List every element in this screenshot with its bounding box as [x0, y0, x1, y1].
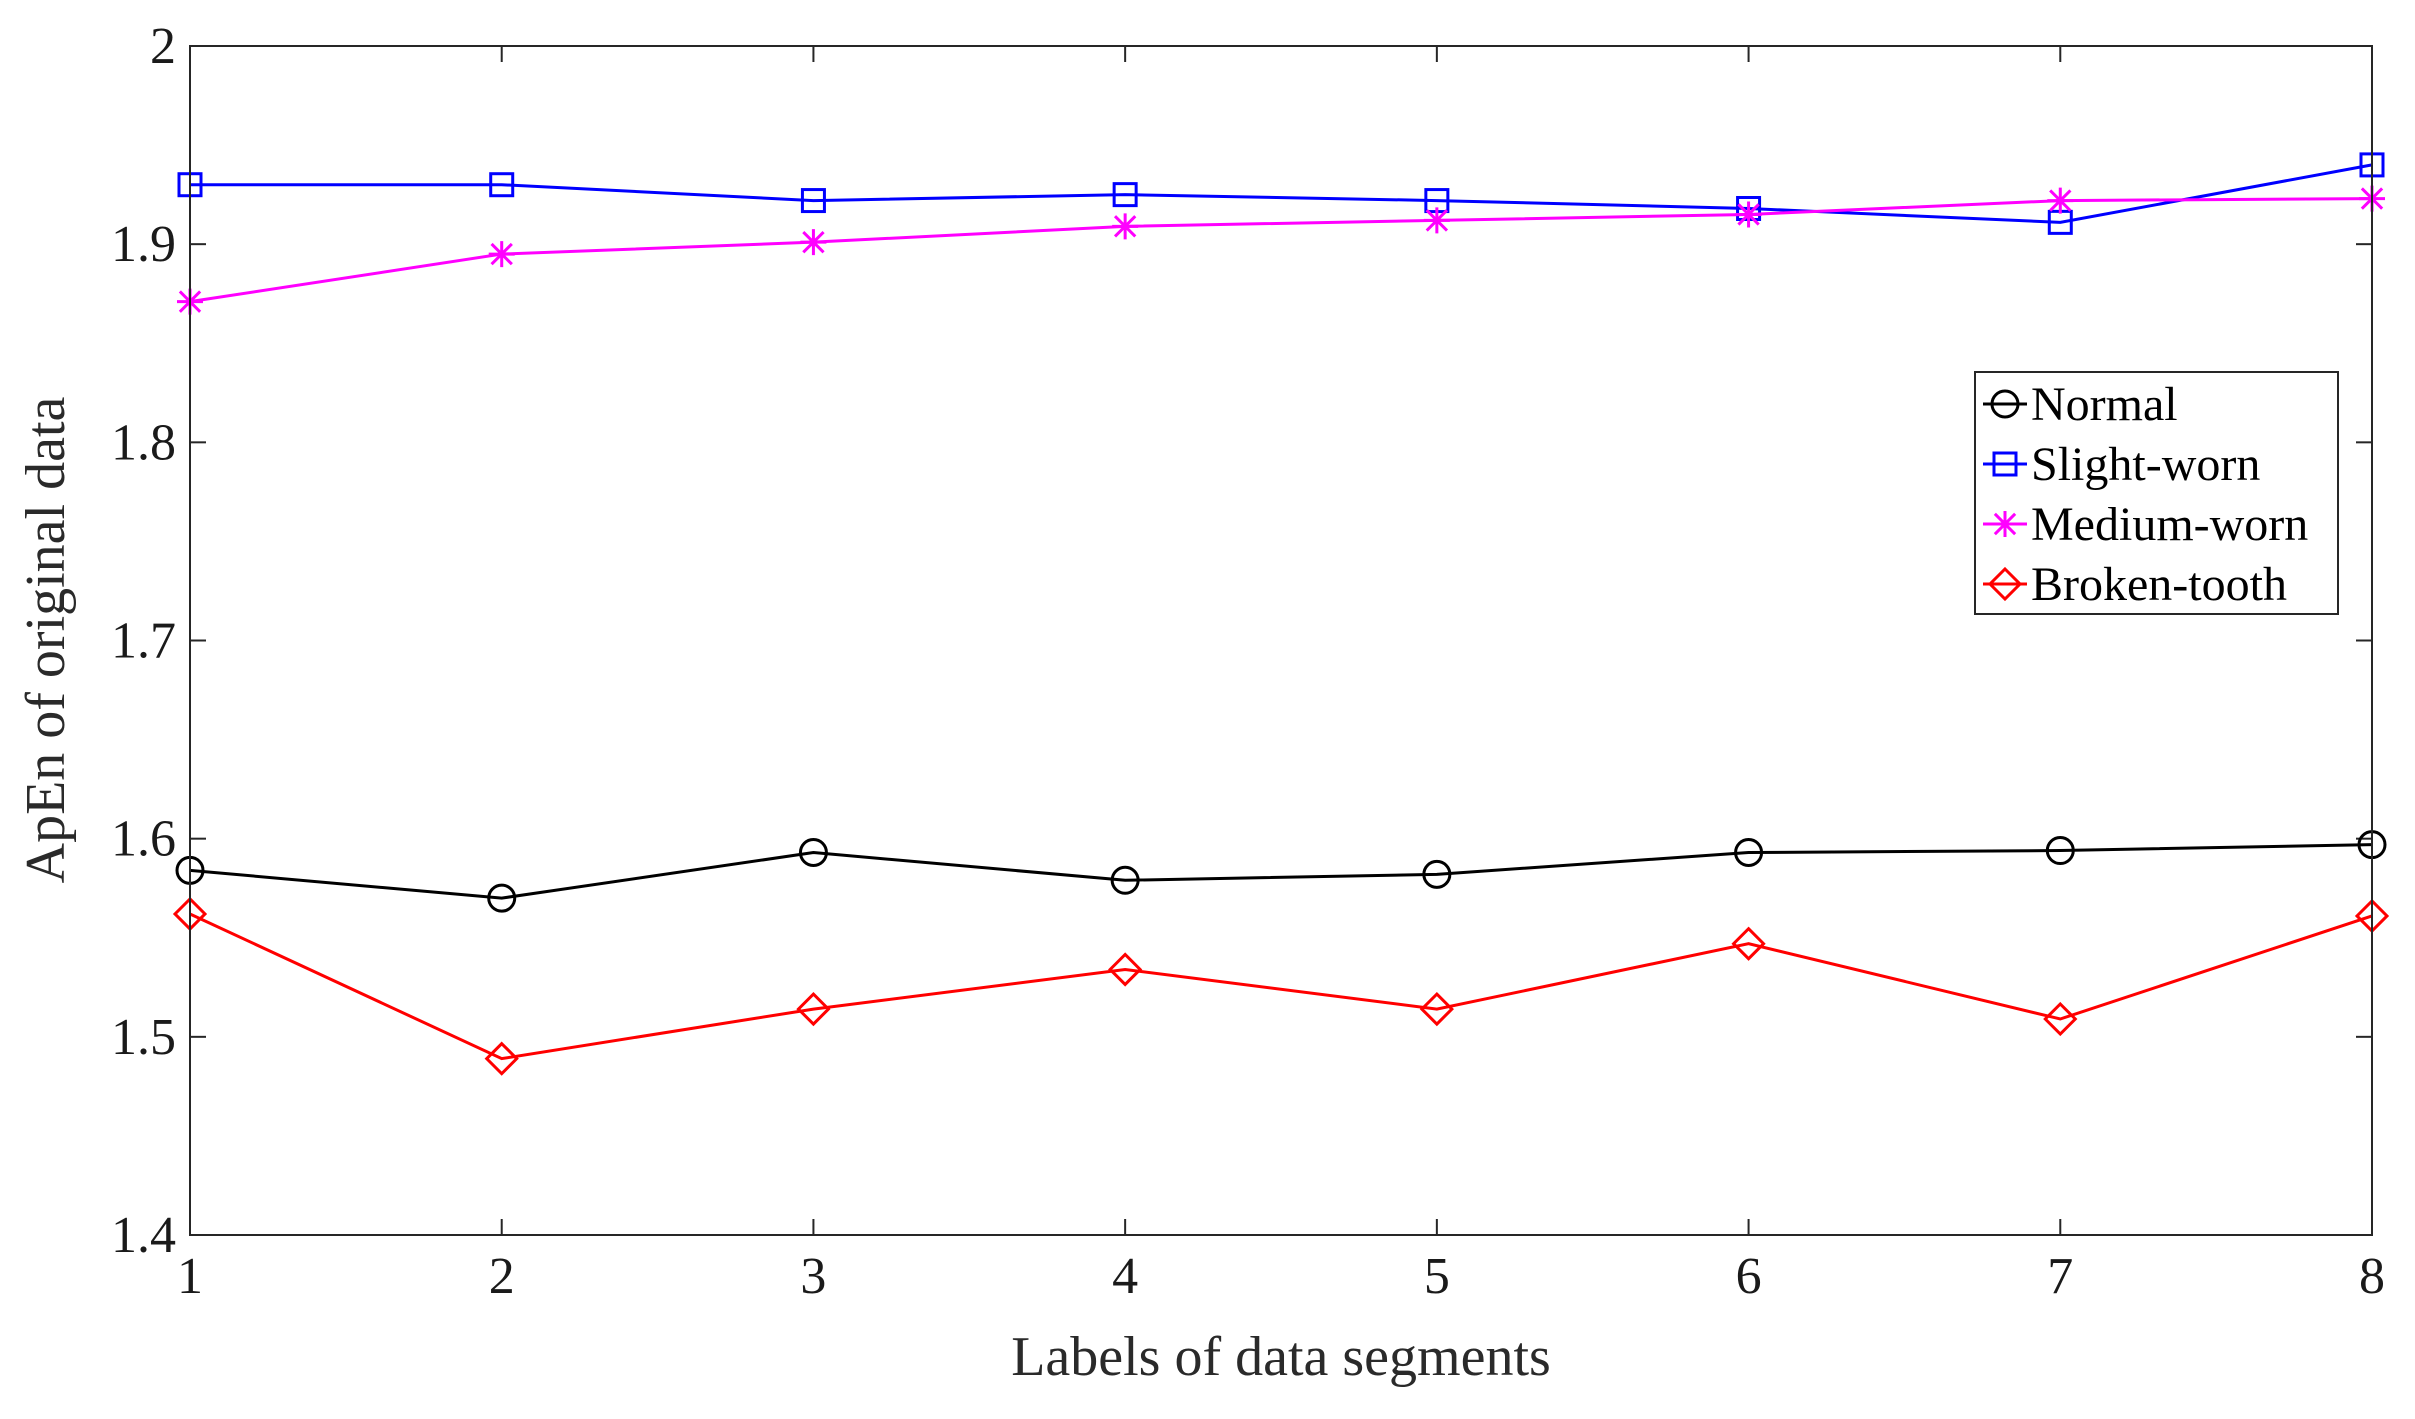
- data-point-broken-tooth: [1731, 926, 1766, 961]
- x-axis-title: Labels of data segments: [1011, 1326, 1551, 1388]
- legend-marker-medium-worn: [1992, 511, 2018, 537]
- series-line-broken-tooth: [189, 912, 2373, 1061]
- data-point-slight-worn: [1112, 182, 1138, 208]
- legend-box: [1974, 371, 2339, 615]
- legend-marker-slight-worn: [1992, 451, 2018, 477]
- data-point-normal: [798, 838, 828, 868]
- data-point-medium-worn: [800, 229, 827, 256]
- x-tick-label: 2: [489, 1248, 515, 1305]
- x-tick-label: 4: [1112, 1248, 1138, 1305]
- legend-marker-broken-tooth: [1987, 566, 2023, 602]
- data-point-medium-worn: [1112, 213, 1139, 240]
- legend-label-medium-worn: Medium-worn: [2031, 498, 2308, 551]
- x-tick-label: 5: [1424, 1248, 1450, 1305]
- data-point-medium-worn: [2047, 187, 2074, 214]
- y-tick-label: 1.9: [111, 216, 176, 273]
- data-point-normal: [487, 883, 517, 913]
- series-line-medium-worn: [189, 197, 2373, 304]
- data-point-broken-tooth: [484, 1041, 519, 1076]
- y-tick-label: 1.8: [111, 414, 176, 471]
- data-point-normal: [1734, 838, 1764, 868]
- series-layer: [172, 152, 2390, 1076]
- y-tick-label: 1.7: [111, 613, 176, 670]
- ticks-layer: 1 2 3 4 5 6 7 8 1.4 1.5 1.6 1.7 1.8 1.9 2: [111, 18, 2385, 1305]
- y-axis-title: ApEn of original data: [15, 396, 77, 883]
- y-tick-label: 2: [150, 18, 176, 75]
- y-tick-label: 1.5: [111, 1009, 176, 1066]
- series-line-slight-worn: [190, 163, 2373, 224]
- data-point-broken-tooth: [1108, 952, 1143, 987]
- series-normal: [175, 830, 2387, 913]
- data-point-normal: [1422, 859, 1452, 889]
- data-point-broken-tooth: [796, 991, 831, 1027]
- legend-label-slight-worn: Slight-worn: [2031, 438, 2260, 491]
- x-tick-label: 7: [2047, 1248, 2073, 1305]
- x-tick-label: 1: [177, 1248, 203, 1305]
- plot-background: [190, 46, 2372, 1235]
- series-line-normal: [189, 843, 2373, 900]
- plot-frame: [189, 45, 2373, 1236]
- series-broken-tooth: [172, 896, 2390, 1076]
- y-tick-label: 1.6: [111, 811, 176, 868]
- x-tick-label: 6: [1736, 1248, 1762, 1305]
- data-point-medium-worn: [1423, 207, 1450, 234]
- data-point-medium-worn: [488, 241, 515, 268]
- legend-marker-normal: [1990, 389, 2020, 419]
- data-point-normal: [1110, 865, 1140, 895]
- legend-label-normal: Normal: [2031, 378, 2178, 431]
- data-point-medium-worn: [1735, 201, 1762, 228]
- y-tick-label: 1.4: [111, 1207, 176, 1264]
- data-point-broken-tooth: [1419, 991, 1454, 1027]
- data-point-slight-worn: [800, 188, 826, 214]
- legend: Normal Slight-worn Medium-worn Broken-tooth: [1974, 371, 2339, 615]
- data-point-normal: [2045, 836, 2075, 866]
- x-tick-label: 8: [2359, 1248, 2385, 1305]
- data-point-broken-tooth: [2043, 1001, 2078, 1037]
- data-point-slight-worn: [489, 172, 515, 198]
- x-tick-label: 3: [800, 1248, 826, 1305]
- legend-label-broken-tooth: Broken-tooth: [2031, 558, 2287, 611]
